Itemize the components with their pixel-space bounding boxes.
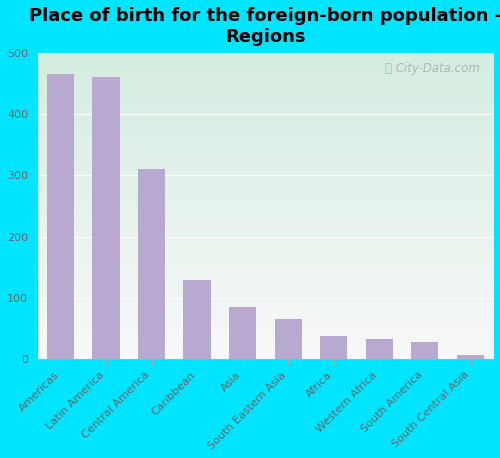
Bar <box>366 339 393 359</box>
Bar <box>229 307 256 359</box>
Bar <box>47 74 74 359</box>
Bar <box>184 279 211 359</box>
Bar <box>366 339 393 359</box>
Bar <box>274 319 302 359</box>
Bar <box>411 342 438 359</box>
Bar <box>92 77 120 359</box>
Bar <box>456 355 484 359</box>
Bar <box>320 337 347 359</box>
Bar <box>229 307 256 359</box>
Bar <box>320 337 347 359</box>
Bar <box>47 74 74 359</box>
Bar <box>411 342 438 359</box>
Bar <box>456 355 484 359</box>
Bar <box>92 77 120 359</box>
Title: Place of birth for the foreign-born population -
Regions: Place of birth for the foreign-born popu… <box>29 7 500 46</box>
Text: ⓘ City-Data.com: ⓘ City-Data.com <box>384 62 480 75</box>
Bar <box>138 169 166 359</box>
Bar <box>138 169 166 359</box>
Bar <box>274 319 302 359</box>
Bar <box>184 279 211 359</box>
